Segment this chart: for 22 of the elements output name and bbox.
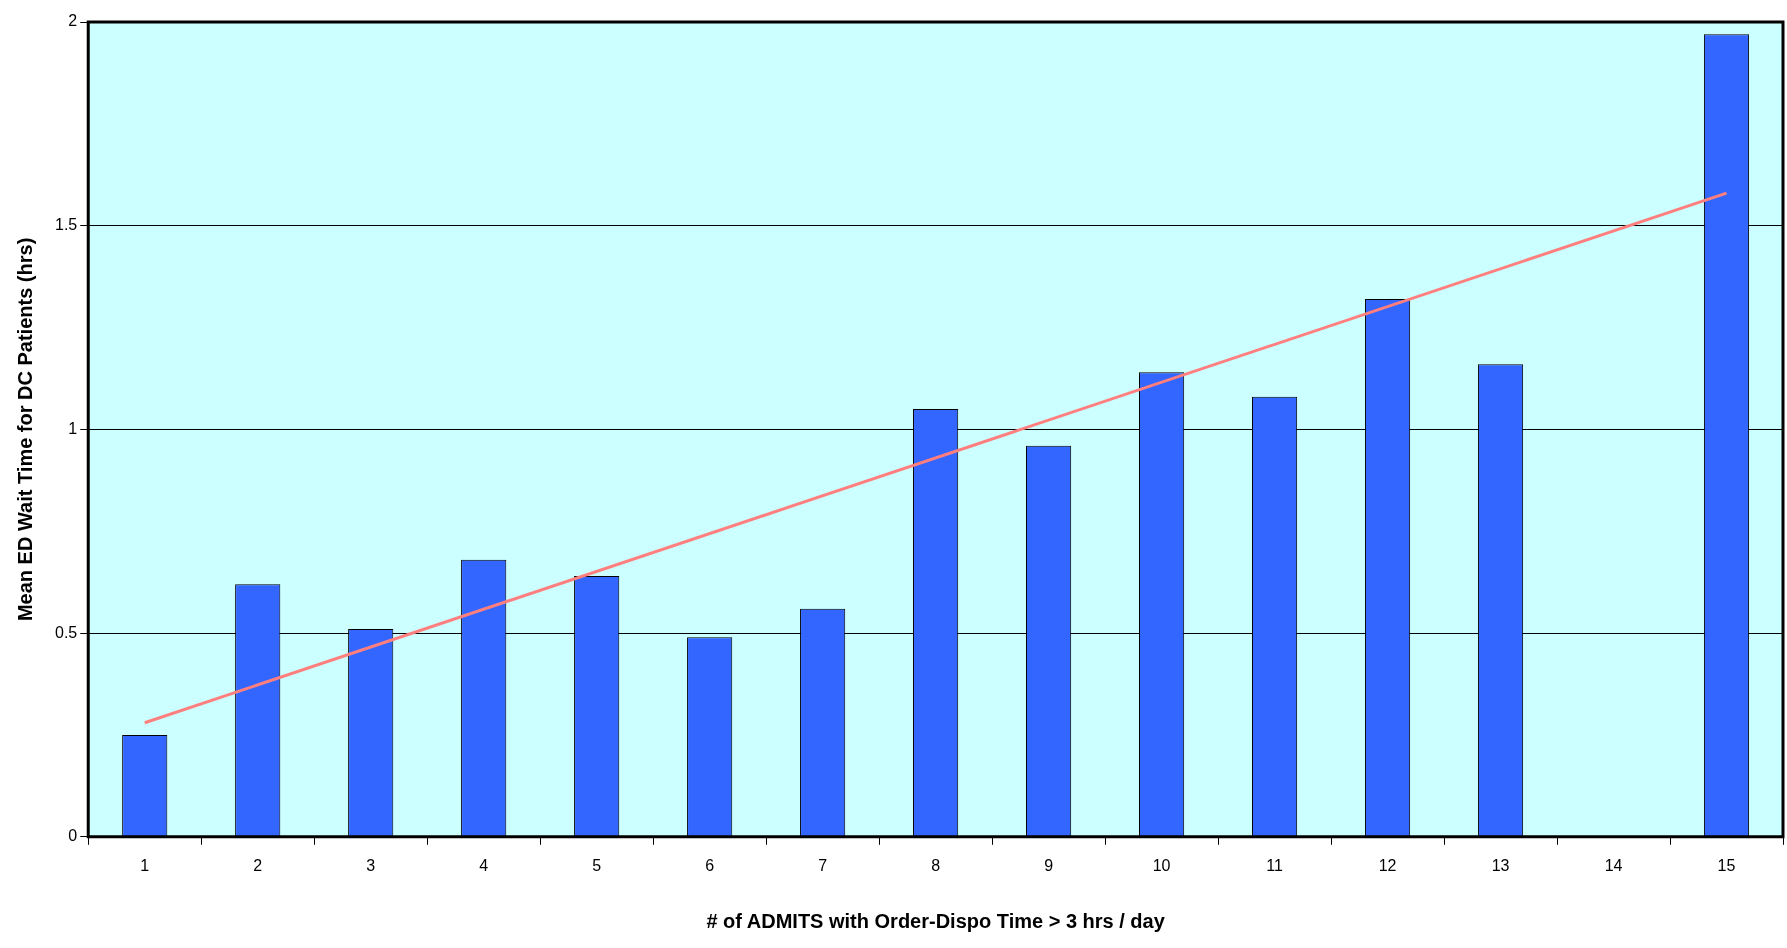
x-tick-label: 6 (705, 856, 715, 874)
x-tick-label: 15 (1717, 856, 1736, 874)
x-tick-label: 14 (1604, 856, 1623, 874)
x-tick-label: 12 (1378, 856, 1397, 874)
y-tick-label: 0 (68, 827, 78, 845)
x-tick-label: 13 (1491, 856, 1510, 874)
y-tick-label: 1 (68, 419, 78, 437)
x-tick-label: 1 (140, 856, 150, 874)
y-tick-label: 0.5 (54, 623, 78, 641)
x-tick-label: 5 (592, 856, 602, 874)
x-tick-label: 3 (366, 856, 376, 874)
x-tick-label: 11 (1266, 856, 1283, 874)
y-tick-label: 1.5 (54, 216, 78, 234)
y-axis-title: Mean ED Wait Time for DC Patients (hrs) (13, 237, 36, 622)
x-tick-label: 2 (253, 856, 263, 874)
x-tick-label: 8 (931, 856, 941, 874)
x-tick-label: 4 (479, 856, 489, 874)
y-tick-label: 2 (68, 12, 78, 30)
x-axis-title: # of ADMITS with Order-Dispo Time > 3 hrs / day (706, 909, 1166, 932)
x-tick-label: 7 (818, 856, 828, 874)
x-tick-label: 10 (1152, 856, 1171, 874)
x-tick-label: 9 (1044, 856, 1054, 874)
